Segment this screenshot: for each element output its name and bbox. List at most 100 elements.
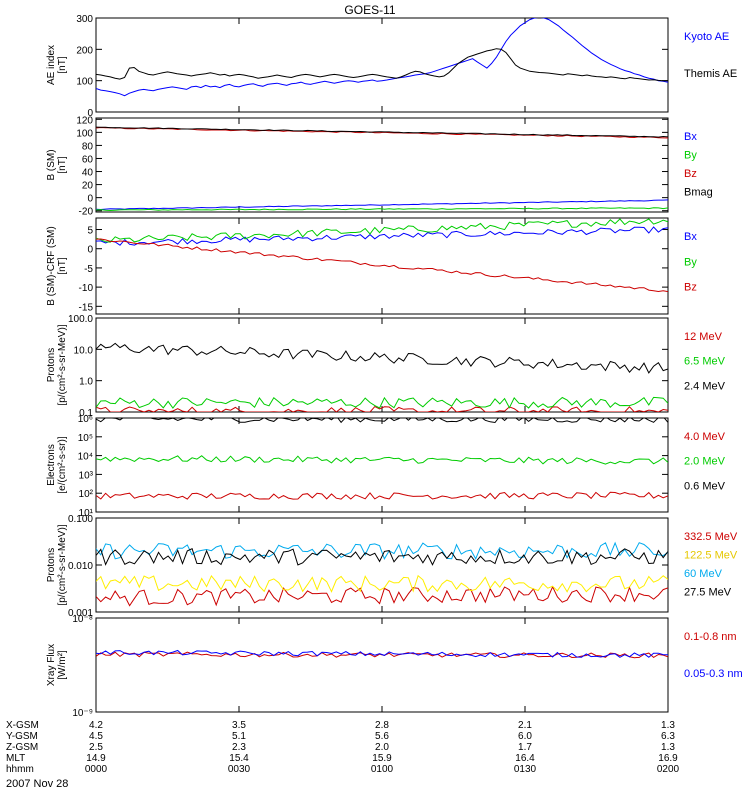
y-tick-label: 0 xyxy=(87,194,93,205)
y-tick-label: -20 xyxy=(79,207,94,218)
y-axis-label: Xray Flux xyxy=(46,644,57,686)
ephemeris-row-label: Y-GSM xyxy=(6,731,38,742)
series-line-332-5-mev xyxy=(96,585,668,607)
legend-entry: 2.0 MeV xyxy=(684,456,726,468)
y-tick-label: 100 xyxy=(76,77,93,88)
series-line-kyoto-ae xyxy=(96,18,668,97)
ephemeris-value: 15.4 xyxy=(229,753,249,764)
ephemeris-value: 2.3 xyxy=(232,742,246,753)
y-tick-label: 0 xyxy=(87,245,93,256)
series-line-6-5-mev xyxy=(96,396,668,409)
ephemeris-value: 16.4 xyxy=(515,753,535,764)
series-line-0-05-0-3-nm xyxy=(96,649,668,658)
panel-bd: -15 -10 -5 0 5 B (SM)-CRF (SM) [nT] Bx By Bz xyxy=(46,217,697,315)
ephemeris-value: 1.3 xyxy=(661,720,675,731)
legend-entry: 332.5 MeV xyxy=(684,531,738,543)
y-tick-label: 80 xyxy=(82,141,94,152)
panel-frame xyxy=(95,617,669,713)
legend-entry: 4.0 MeV xyxy=(684,431,726,443)
legend-entry: Bmag xyxy=(684,187,713,199)
ephemeris-value: 1.3 xyxy=(661,742,675,753)
legend-entry: 0.1-0.8 nm xyxy=(684,631,737,643)
chart-title: GOES-11 xyxy=(344,3,395,17)
ephemeris-row-label: X-GSM xyxy=(6,720,39,731)
ephemeris-value: 6.0 xyxy=(518,731,532,742)
legend-entry: 27.5 MeV xyxy=(684,587,732,599)
y-axis-label: B (SM) xyxy=(46,149,57,180)
ephemeris-value: 0200 xyxy=(657,764,680,775)
y-axis-label: AE index xyxy=(46,45,57,85)
ephemeris-row-label: Z-GSM xyxy=(6,742,38,753)
legend-entry: 12 MeV xyxy=(684,331,723,343)
y-tick-label: 100.0 xyxy=(68,314,93,325)
y-tick-label: 1.0 xyxy=(79,377,93,388)
y-tick-label: 10.0 xyxy=(74,345,94,356)
y-tick-label: -5 xyxy=(84,264,93,275)
ephemeris-value: 5.6 xyxy=(375,731,389,742)
y-tick-label: -10 xyxy=(79,283,94,294)
panel-hprotons: 0.001 0.010 0.100 Protons [p/(cm²-s-sr-MeV)]… xyxy=(46,514,738,619)
y-axis-label: [p/(cm²-s-sr-MeV)] xyxy=(57,324,68,405)
panel-frame xyxy=(95,17,669,113)
y-axis-label: [nT] xyxy=(57,56,68,73)
ephemeris-value: 2.8 xyxy=(375,720,389,731)
series-line-bmag xyxy=(96,126,668,138)
panel-frame xyxy=(95,317,669,413)
ephemeris-value: 16.9 xyxy=(658,753,678,764)
series-line-bz xyxy=(96,238,668,293)
panel-protons: 0.1 1.0 10.0 100.0 Protons [p/(cm²-s-sr-MeV)]… xyxy=(46,314,726,419)
y-tick-label: 10⁵ xyxy=(78,433,93,444)
series-line-4-0-mev xyxy=(96,491,668,500)
panel-frame xyxy=(95,517,669,613)
y-axis-label: [W/m²] xyxy=(57,650,68,680)
legend-entry: 0.05-0.3 nm xyxy=(684,668,743,680)
series-line-122-5-mev xyxy=(96,574,668,593)
y-axis-label: Protons xyxy=(46,548,57,582)
y-tick-label: 10³ xyxy=(79,470,94,481)
y-tick-label: 0.001 xyxy=(68,608,93,619)
y-tick-label: 0.010 xyxy=(68,561,93,572)
y-tick-label: 0.100 xyxy=(68,514,93,525)
y-axis-label: [nT] xyxy=(57,257,68,274)
ephemeris-value: 4.5 xyxy=(89,731,103,742)
legend-entry: Bz xyxy=(684,282,697,294)
legend-entry: By xyxy=(684,150,697,162)
ephemeris-value: 0000 xyxy=(85,764,108,775)
legend-entry: Themis AE xyxy=(684,68,737,80)
y-tick-label: 120 xyxy=(76,115,93,126)
ephemeris-value: 15.9 xyxy=(372,753,392,764)
legend-entry: Bx xyxy=(684,131,697,143)
ephemeris-table: X-GSM 4.2 3.5 2.8 2.1 1.3 Y-GSM 4.5 5.1 5.6 6.0 6.3… xyxy=(6,720,680,775)
ephemeris-value: 2.5 xyxy=(89,742,103,753)
y-tick-label: -15 xyxy=(79,302,94,313)
y-tick-label: 0.1 xyxy=(79,408,93,419)
series-line-60-mev xyxy=(96,541,668,560)
ephemeris-value: 2.1 xyxy=(518,720,532,731)
ephemeris-value: 0030 xyxy=(228,764,251,775)
legend-entry: By xyxy=(684,256,697,268)
series-line-by xyxy=(96,218,668,243)
panel-frame xyxy=(95,417,669,513)
series-line-by xyxy=(96,207,668,212)
legend-entry: 2.4 MeV xyxy=(684,380,726,392)
y-tick-label: 5 xyxy=(87,226,93,237)
y-axis-label: [p/(cm²-s-sr-MeV)] xyxy=(57,524,68,605)
y-axis-label: B (SM)-CRF (SM) xyxy=(46,226,57,305)
legend-entry: 0.6 MeV xyxy=(684,480,726,492)
legend-entry: Bz xyxy=(684,168,697,180)
ephemeris-value: 3.5 xyxy=(232,720,246,731)
y-tick-label: 10⁴ xyxy=(78,452,93,463)
date-label: 2007 Nov 28 xyxy=(6,778,68,790)
ephemeris-value: 0130 xyxy=(514,764,537,775)
legend-entry: 6.5 MeV xyxy=(684,356,726,368)
ephemeris-value: 1.7 xyxy=(518,742,532,753)
legend-entry: Kyoto AE xyxy=(684,31,729,43)
ephemeris-value: 0100 xyxy=(371,764,394,775)
y-tick-label: 10⁻⁸ xyxy=(72,614,93,625)
y-tick-label: 10¹ xyxy=(79,508,94,519)
panel-electrons: 10¹ 10² 10³ 10⁴ 10⁵ 10⁶ Electrons [e/(cm²-s-sr)… xyxy=(46,414,726,519)
legend-entry: 60 MeV xyxy=(684,568,723,580)
ephemeris-value: 14.9 xyxy=(86,753,106,764)
